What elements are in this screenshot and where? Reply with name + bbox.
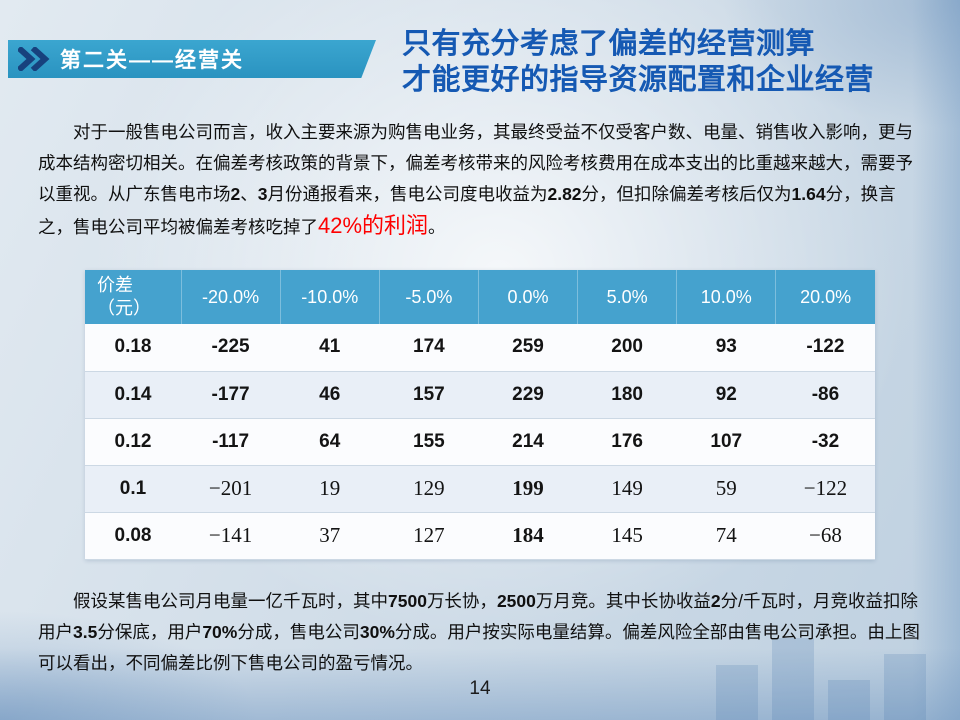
section-banner: 第二关——经营关	[8, 40, 376, 78]
table-cell: 92	[676, 371, 776, 419]
section-banner-label: 第二关——经营关	[60, 49, 244, 72]
slide-title-line2: 才能更好的指导资源配置和企业经营	[402, 64, 875, 96]
table-row: 0.12 -117 64 155 214 176 107 -32	[85, 418, 875, 466]
background-decoration	[626, 620, 926, 720]
slide-title-line1: 只有充分考虑了偏差的经营测算	[402, 28, 816, 60]
table-cell: 214	[478, 418, 578, 466]
table-header-cell: 5.0%	[577, 270, 678, 324]
table-cell: -32	[775, 418, 875, 466]
table-cell: 0.1	[85, 465, 181, 513]
table-cell: 93	[676, 324, 776, 372]
double-chevron-icon	[18, 47, 50, 71]
background-decoration	[0, 648, 960, 720]
table-cell: 129	[379, 465, 479, 513]
table-cell: -177	[181, 371, 281, 419]
table-cell: 149	[577, 465, 677, 513]
intro-paragraph: 对于一般售电公司而言，收入主要来源为购售电业务，其最终受益不仅受客户数、电量、销…	[38, 117, 928, 243]
table-cell: 64	[280, 418, 380, 466]
intro-text: 对于一般售电公司而言，收入主要来源为购售电业务，其最终受益不仅受客户数、电量、销…	[38, 122, 913, 237]
assumption-paragraph: 假设某售电公司月电量一亿千瓦时，其中7500万长协，2500万月竞。其中长协收益…	[38, 591, 920, 673]
intro-text-end: 。	[428, 217, 446, 237]
table-cell: 184	[478, 512, 578, 560]
table-cell: -117	[181, 418, 281, 466]
table-cell: 174	[379, 324, 479, 372]
table-cell: 155	[379, 418, 479, 466]
table-row: 0.1 −201 19 129 199 149 59 −122	[85, 465, 875, 513]
table-cell: 0.18	[85, 324, 181, 372]
table-header-cell: -5.0%	[379, 270, 479, 324]
table-cell: −141	[181, 512, 281, 560]
table-row: 0.08 −141 37 127 184 145 74 −68	[85, 512, 875, 560]
profit-loss-highlight: 42%的利润	[318, 213, 429, 238]
table-cell: -122	[775, 324, 875, 372]
table-header-cell: -20.0%	[181, 270, 281, 324]
table-cell: 107	[676, 418, 776, 466]
deviation-profit-table: 价差 （元） -20.0% -10.0% -5.0% 0.0% 5.0% 10.…	[85, 270, 875, 560]
slide-title: 只有充分考虑了偏差的经营测算 才能更好的指导资源配置和企业经营	[402, 26, 874, 98]
table-header-cell: 10.0%	[676, 270, 777, 324]
table-cell: 259	[478, 324, 578, 372]
table-header-row: 价差 （元） -20.0% -10.0% -5.0% 0.0% 5.0% 10.…	[85, 270, 875, 324]
table-cell: -86	[775, 371, 875, 419]
table-row: 0.14 -177 46 157 229 180 92 -86	[85, 371, 875, 419]
table-header-price-diff: 价差 （元）	[85, 270, 182, 324]
table-cell: 127	[379, 512, 479, 560]
table-cell: 41	[280, 324, 380, 372]
table-header-cell: -10.0%	[280, 270, 380, 324]
table-cell: 46	[280, 371, 380, 419]
table-cell: 229	[478, 371, 578, 419]
table-cell: 180	[577, 371, 677, 419]
table-header-cell: 0.0%	[478, 270, 579, 324]
table-header-cell: 20.0%	[775, 270, 875, 324]
table-cell: 0.12	[85, 418, 181, 466]
background-decoration	[720, 0, 960, 130]
table-cell: 19	[280, 465, 380, 513]
table-cell: −122	[775, 465, 875, 513]
table-cell: 0.14	[85, 371, 181, 419]
table-cell: 0.08	[85, 512, 181, 560]
page-number: 14	[469, 678, 491, 699]
table-cell: 199	[478, 465, 578, 513]
table-cell: -225	[181, 324, 281, 372]
background-decoration	[0, 610, 260, 720]
background-decoration	[912, 0, 960, 720]
table-cell: 74	[676, 512, 776, 560]
table-row: 0.18 -225 41 174 259 200 93 -122	[85, 324, 875, 372]
table-cell: 145	[577, 512, 677, 560]
table-cell: 157	[379, 371, 479, 419]
table-cell: −201	[181, 465, 281, 513]
table-cell: 37	[280, 512, 380, 560]
table-cell: 200	[577, 324, 677, 372]
table-cell: 59	[676, 465, 776, 513]
table-cell: −68	[775, 512, 875, 560]
table-cell: 176	[577, 418, 677, 466]
